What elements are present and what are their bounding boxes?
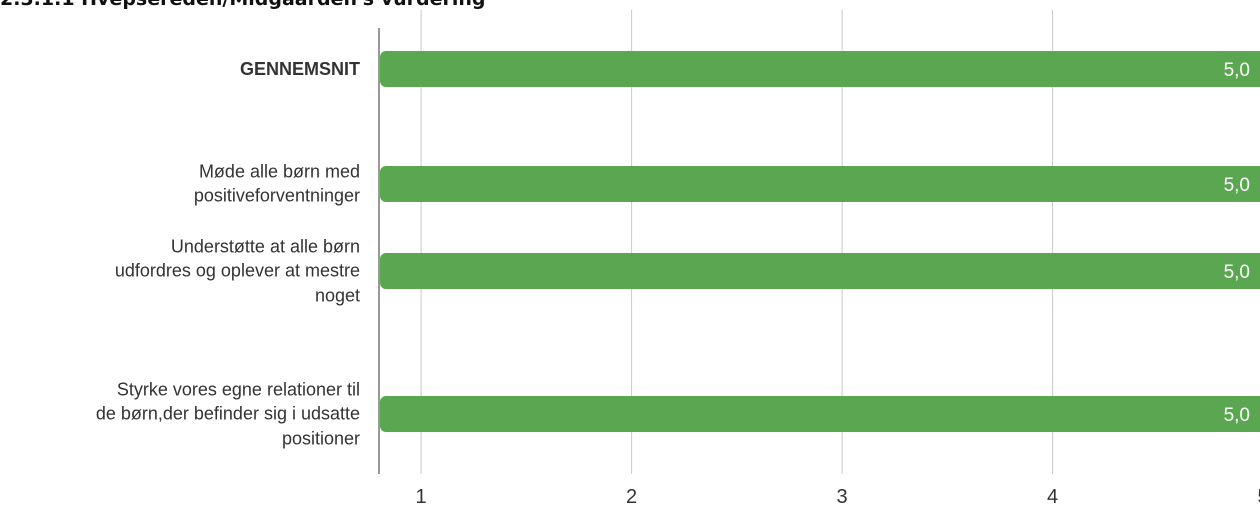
bar (380, 166, 1260, 202)
x-tick-label: 1 (416, 486, 427, 506)
category-label-line: de børn,der befinder sig i udsatte (95, 403, 360, 424)
x-tick-label: 4 (1047, 486, 1058, 506)
category-label-line: GENNEMSNIT (239, 58, 360, 79)
category-label-line: Møde alle børn med (198, 161, 360, 182)
bar (380, 253, 1260, 289)
category-label-line: noget (314, 285, 360, 306)
x-tick-label: 5 (1258, 486, 1260, 506)
bar-value-label: 5,0 (1224, 405, 1250, 426)
bar (380, 396, 1260, 432)
category-label: GENNEMSNIT (0, 57, 360, 81)
category-label-line: positiveforventninger (193, 186, 360, 206)
category-label-line: Understøtte at alle børn (170, 236, 360, 257)
category-label: Understøtte at alle børn udfordres og opl… (0, 235, 360, 308)
category-label-line: Styrke vores egne relationer til (116, 379, 360, 400)
bar-value-label: 5,0 (1224, 60, 1250, 81)
bar (380, 51, 1260, 87)
category-label: Styrke vores egne relationer til de børn,… (0, 378, 360, 451)
category-label: Møde alle børn med positiveforventninger (0, 160, 360, 209)
chart-title: 2.3.1.1 Hvepsereden/Midgaarden's vurderi… (0, 0, 486, 10)
bar-value-label: 5,0 (1224, 262, 1250, 283)
category-label-line: udfordres og oplever at mestre (114, 260, 360, 281)
x-tick-label: 3 (837, 486, 848, 506)
bar-value-label: 5,0 (1224, 175, 1250, 196)
x-tick-label: 2 (626, 486, 637, 506)
category-label-line: positioner (281, 428, 360, 449)
